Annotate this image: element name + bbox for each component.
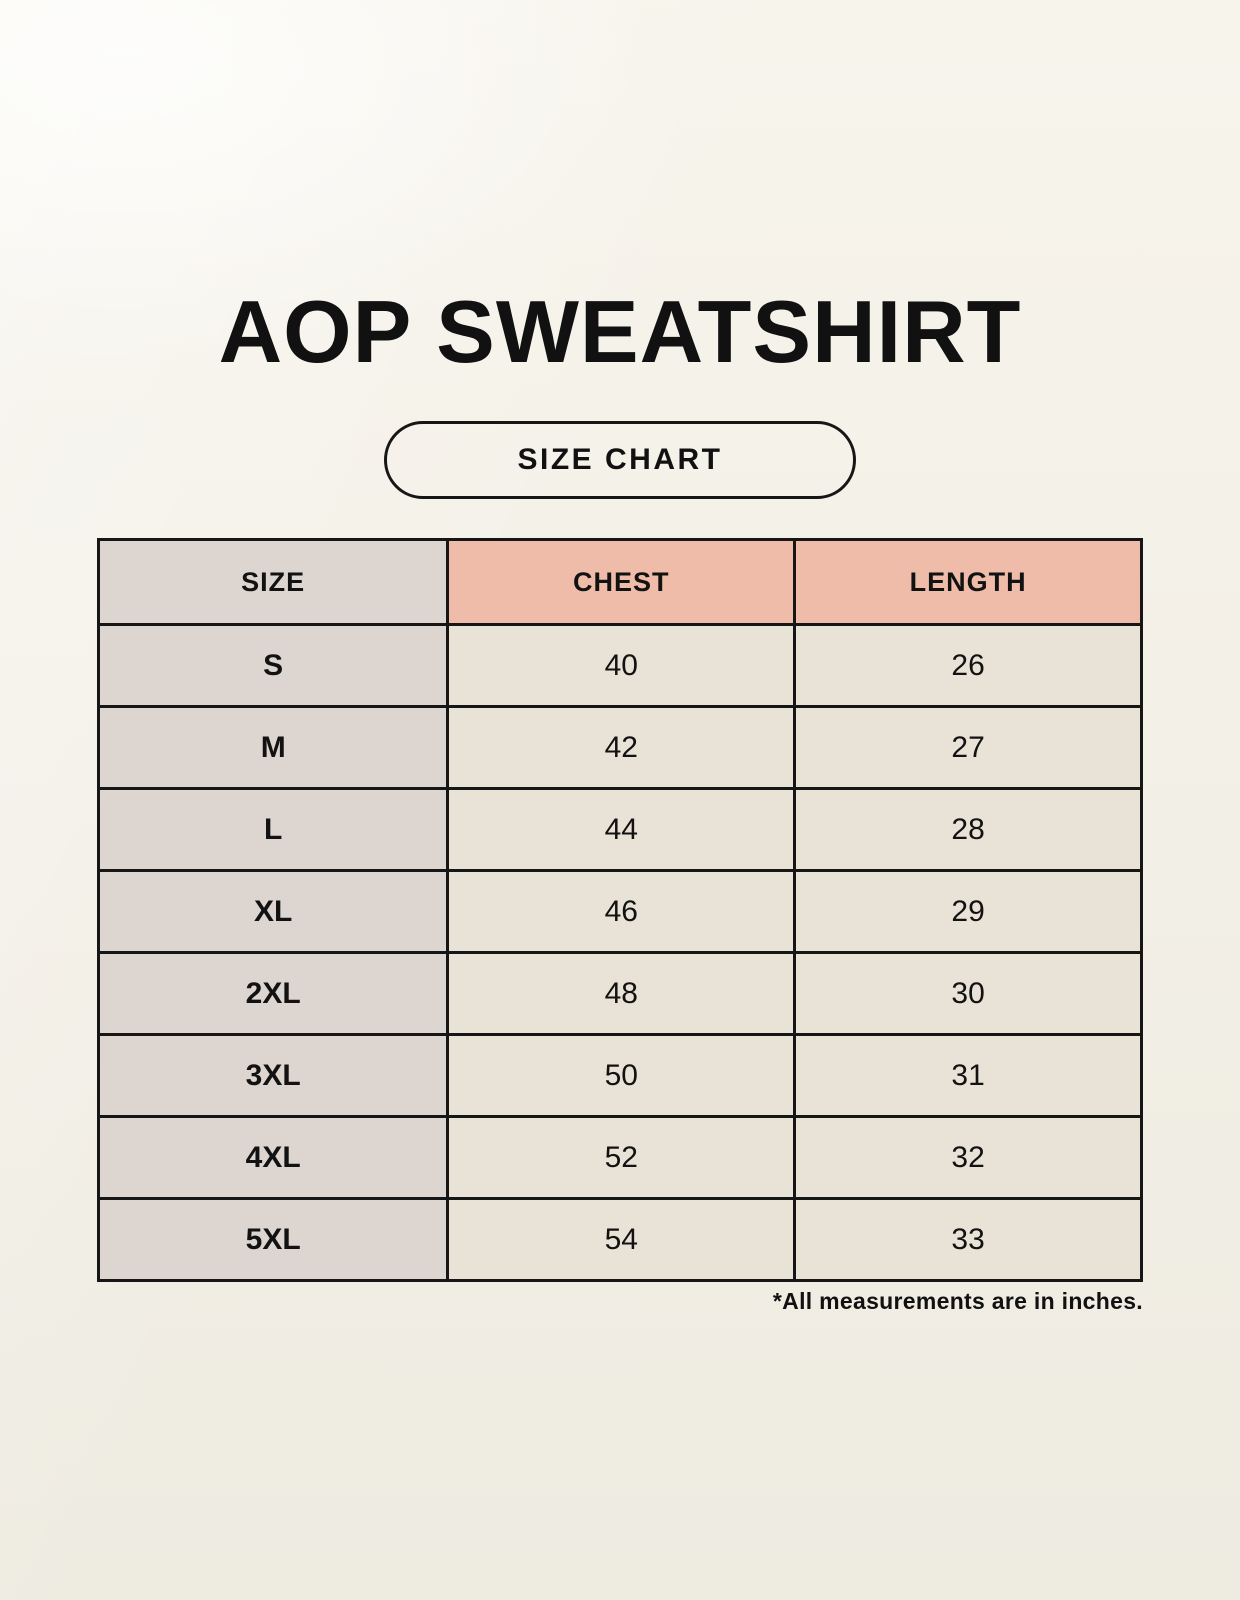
size-chart-badge: SIZE CHART <box>384 421 856 499</box>
size-cell: 4XL <box>96 1115 450 1200</box>
measurements-note: *All measurements are in inches. <box>772 1288 1143 1314</box>
table-row: L 44 28 <box>96 787 1143 872</box>
chest-cell: 54 <box>446 1197 797 1282</box>
length-cell: 31 <box>793 1033 1143 1118</box>
size-chart-badge-label: SIZE CHART <box>517 443 723 476</box>
chest-cell: 40 <box>446 623 797 708</box>
size-cell: 2XL <box>96 951 450 1036</box>
size-cell: M <box>96 705 450 790</box>
table-row: S 40 26 <box>96 623 1143 708</box>
length-cell: 29 <box>793 869 1143 954</box>
table-row: 3XL 50 31 <box>96 1033 1143 1118</box>
size-cell: XL <box>96 869 450 954</box>
size-table: SIZE CHEST LENGTH S 40 26 M 42 27 L 44 2… <box>96 538 1143 1282</box>
column-header-size: SIZE <box>96 538 450 626</box>
length-cell: 33 <box>793 1197 1143 1282</box>
table-row: 4XL 52 32 <box>96 1115 1143 1200</box>
chest-cell: 52 <box>446 1115 797 1200</box>
column-header-length: LENGTH <box>793 538 1143 626</box>
size-cell: 3XL <box>96 1033 450 1118</box>
chest-cell: 48 <box>446 951 797 1036</box>
table-row: 5XL 54 33 <box>96 1197 1143 1282</box>
size-cell: L <box>96 787 450 872</box>
length-cell: 30 <box>793 951 1143 1036</box>
chest-cell: 46 <box>446 869 797 954</box>
length-cell: 26 <box>793 623 1143 708</box>
size-cell: S <box>96 623 450 708</box>
length-cell: 28 <box>793 787 1143 872</box>
size-table-body: S 40 26 M 42 27 L 44 28 XL 46 29 2XL 48 <box>96 623 1143 1282</box>
length-cell: 27 <box>793 705 1143 790</box>
table-row: 2XL 48 30 <box>96 951 1143 1036</box>
length-cell: 32 <box>793 1115 1143 1200</box>
table-row: M 42 27 <box>96 705 1143 790</box>
size-cell: 5XL <box>96 1197 450 1282</box>
chest-cell: 42 <box>446 705 797 790</box>
chest-cell: 44 <box>446 787 797 872</box>
table-row: XL 46 29 <box>96 869 1143 954</box>
chest-cell: 50 <box>446 1033 797 1118</box>
size-table-head: SIZE CHEST LENGTH <box>96 538 1143 626</box>
page-title: AOP SWEATSHIRT <box>218 282 1022 381</box>
column-header-chest: CHEST <box>446 538 797 626</box>
table-header-row: SIZE CHEST LENGTH <box>96 538 1143 626</box>
